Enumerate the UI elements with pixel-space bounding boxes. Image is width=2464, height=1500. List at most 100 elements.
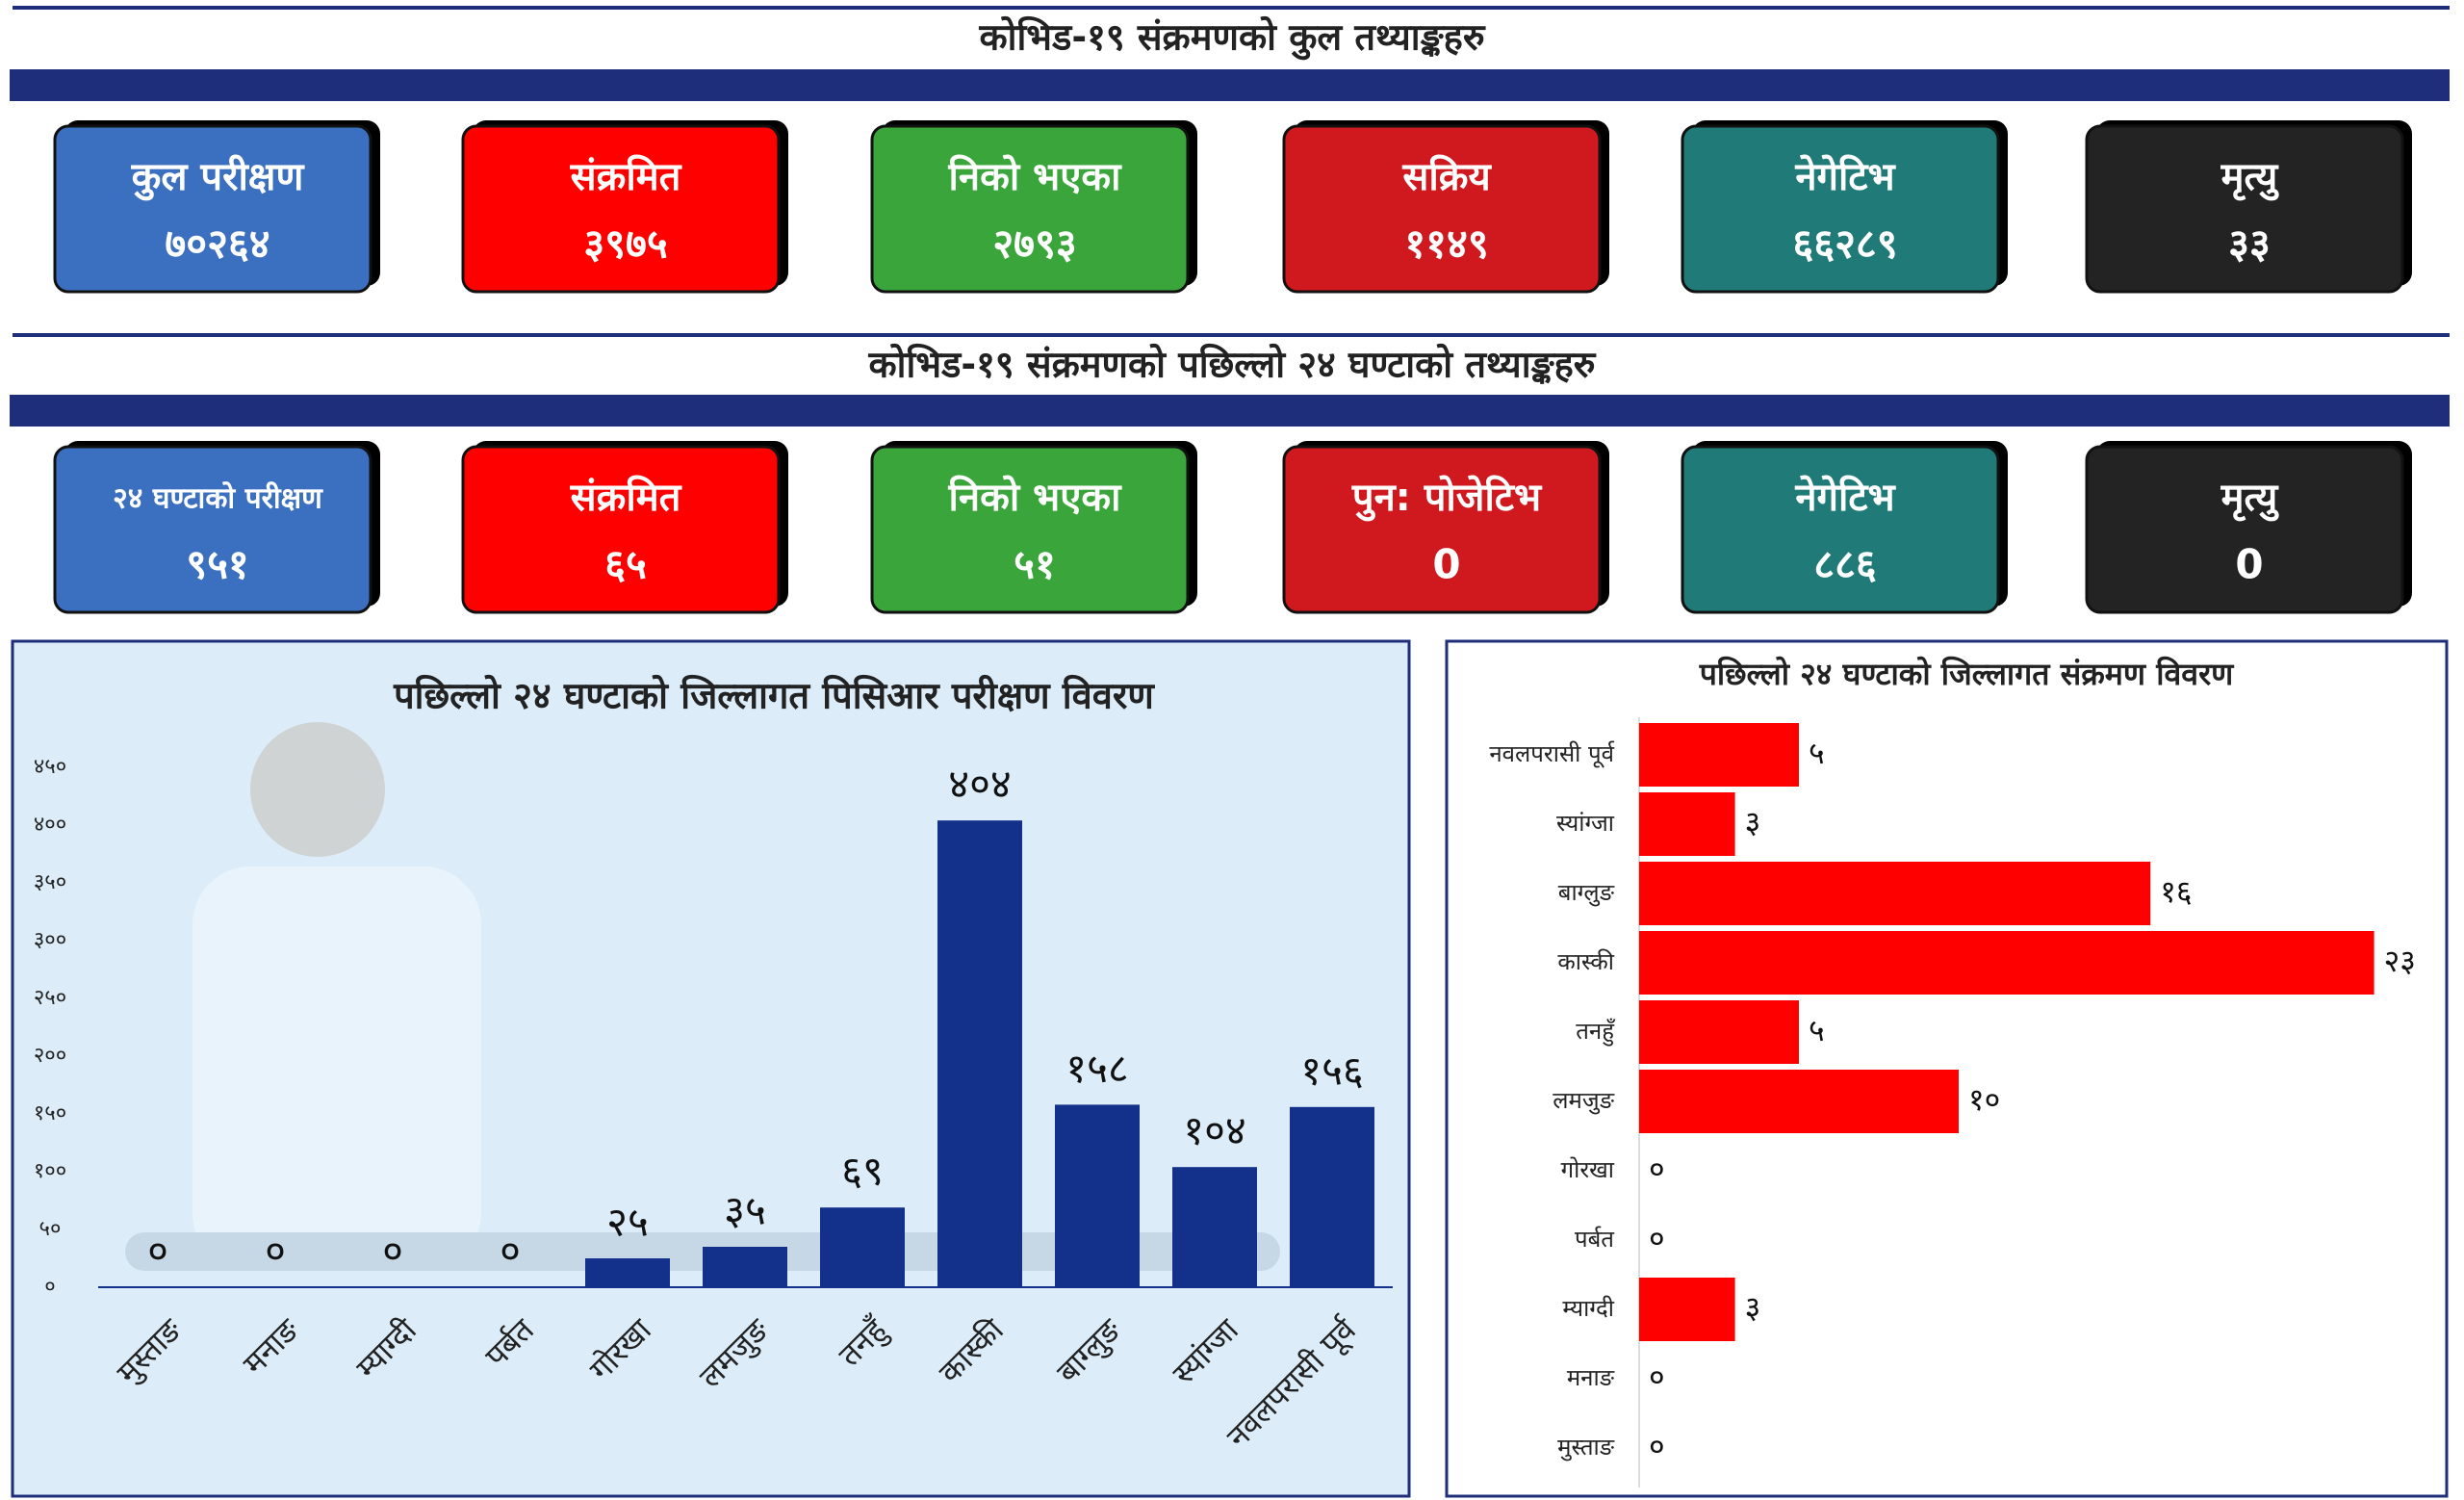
band — [10, 395, 2450, 427]
value-label: २३ — [2384, 943, 2416, 979]
y-tick-label: ४५० — [34, 755, 66, 779]
bar — [820, 1207, 905, 1287]
y-tick-label: ४०० — [34, 813, 66, 837]
card — [2085, 445, 2404, 614]
card-value: ५१ — [1014, 541, 1056, 588]
bar — [585, 1258, 670, 1287]
bar — [1055, 1104, 1140, 1287]
y-tick-label: बाग्लुङ — [1558, 879, 1615, 907]
value-label: ० — [147, 1228, 168, 1275]
card-row: कुल परीक्षण ७०२६४ संक्रमित ३९७५ निको भएका २७९… — [53, 120, 2412, 294]
value-label: ३ — [1745, 1289, 1761, 1326]
y-tick-label: पर्बत — [1575, 1226, 1615, 1253]
card-row: २४ घण्टाको परीक्षण ९५१ संक्रमित ६५ निको भएका… — [53, 441, 2412, 614]
card — [461, 124, 781, 294]
value-label: ० — [382, 1228, 403, 1275]
y-tick-label: गोरखा — [1561, 1156, 1615, 1183]
card-label: २४ घण्टाको परीक्षण — [113, 481, 323, 516]
y-tick-label: कास्की — [1557, 948, 1614, 975]
card-label: नेगेटिभ — [1794, 154, 1896, 199]
chart-panel — [11, 639, 1411, 1498]
card-label: संक्रमित — [570, 475, 682, 520]
section-title: कोभिड-१९ संक्रमणको पछिल्लो २४ घण्टाको तथ… — [867, 344, 1596, 386]
value-label: २५ — [606, 1199, 649, 1246]
value-label: ० — [1649, 1220, 1665, 1256]
section-title: कोभिड-१९ संक्रमणको कुल तथ्याङ्कहरु — [978, 16, 1485, 61]
card-label: पुन: पोजेटिभ — [1351, 475, 1543, 522]
card — [461, 445, 781, 614]
bar — [1639, 723, 1799, 787]
bar — [1639, 931, 2374, 995]
value-label: १५८ — [1065, 1045, 1129, 1092]
value-label: ० — [1649, 1428, 1665, 1464]
y-tick-label: लमजुङ — [1553, 1087, 1614, 1115]
card-label: संक्रमित — [570, 154, 682, 199]
value-label: १०४ — [1183, 1107, 1246, 1154]
bar — [1639, 1278, 1735, 1341]
bar — [1172, 1167, 1257, 1287]
bar — [1639, 792, 1735, 856]
card-value: ३३ — [2228, 220, 2271, 268]
card — [870, 124, 1190, 294]
value-label: १६ — [2160, 873, 2192, 910]
value-label: ४०४ — [948, 761, 1012, 808]
card-value: ६५ — [604, 541, 647, 588]
chart-panel — [1445, 639, 2449, 1498]
value-label: १० — [1968, 1081, 2000, 1118]
bar — [1290, 1106, 1374, 1287]
card-label: सक्रिय — [1401, 154, 1492, 199]
value-label: ३ — [1745, 804, 1761, 841]
value-label: ५ — [1809, 735, 1825, 771]
y-tick-label: मुस्ताङ — [1557, 1434, 1615, 1461]
bar — [1639, 1000, 1799, 1064]
card — [1282, 124, 1602, 294]
y-tick-label: १०० — [34, 1159, 66, 1183]
card-label: मृत्यु — [2220, 476, 2280, 522]
chart-title: पछिल्लो २४ घण्टाको जिल्लागत पिसिआर परीक्… — [393, 675, 1155, 717]
card-value: ९५१ — [186, 541, 249, 588]
bar — [1639, 862, 2151, 925]
card-value: 0 — [2235, 541, 2263, 588]
card-value: ७०२६४ — [165, 220, 270, 268]
card-label: मृत्यु — [2220, 155, 2280, 201]
card-value: ८८६ — [1813, 541, 1877, 588]
y-tick-label: ० — [44, 1275, 55, 1299]
card-value: 0 — [1432, 541, 1460, 588]
card — [53, 445, 372, 614]
card — [2085, 124, 2404, 294]
card-label: निको भएका — [948, 475, 1123, 520]
y-tick-label: स्यांग्जा — [1556, 810, 1615, 837]
value-label: ६९ — [841, 1148, 884, 1195]
band — [10, 69, 2450, 101]
value-label: ० — [500, 1228, 521, 1275]
value-label: ० — [1649, 1151, 1665, 1187]
card-value: ६६२८९ — [1792, 220, 1897, 268]
y-tick-label: १५० — [34, 1101, 66, 1125]
value-label: ० — [265, 1228, 286, 1275]
bar — [937, 820, 1022, 1287]
y-tick-label: २५० — [34, 986, 66, 1010]
y-tick-label: ३५० — [34, 870, 66, 894]
card — [1681, 445, 2000, 614]
y-tick-label: ५० — [39, 1217, 62, 1241]
card — [1681, 124, 2000, 294]
value-label: ५ — [1809, 1012, 1825, 1048]
card-label: कुल परीक्षण — [131, 154, 306, 201]
value-label: १५६ — [1300, 1047, 1364, 1094]
card — [1282, 445, 1602, 614]
card — [870, 445, 1190, 614]
card-label: नेगेटिभ — [1794, 475, 1896, 520]
card-value: ३९७५ — [583, 220, 667, 268]
card-label: निको भएका — [948, 154, 1123, 199]
chart-title: पछिल्लो २४ घण्टाको जिल्लागत संक्रमण विवर… — [1699, 656, 2235, 692]
card — [53, 124, 372, 294]
value-label: ३५ — [724, 1187, 766, 1234]
y-tick-label: ३०० — [34, 928, 66, 952]
y-tick-label: मनाङ — [1567, 1364, 1615, 1391]
y-tick-label: म्याग्दी — [1562, 1295, 1614, 1322]
charts: पछिल्लो २४ घण्टाको जिल्लागत पिसिआर परीक्… — [34, 656, 2416, 1487]
y-tick-label: तनहुँ — [1576, 1018, 1616, 1047]
bar — [1639, 1070, 1959, 1133]
y-tick-label: नवलपरासी पूर्व — [1489, 740, 1615, 768]
